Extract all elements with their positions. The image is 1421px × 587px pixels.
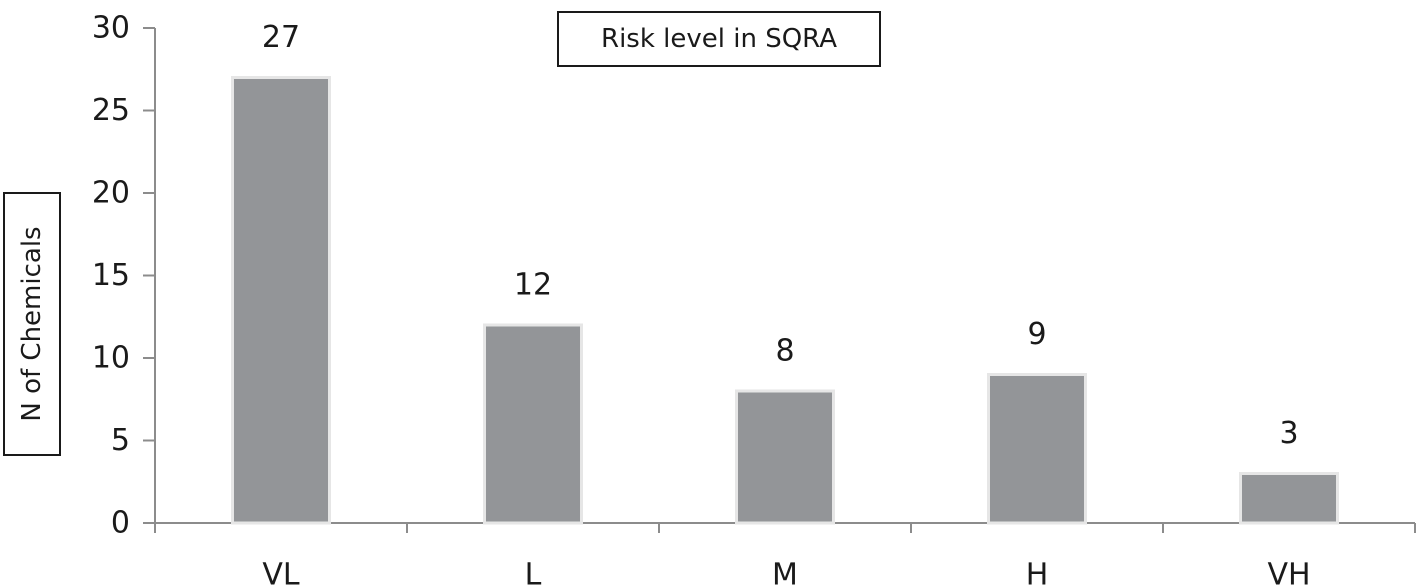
- x-tick-label: VH: [1267, 558, 1310, 587]
- value-label: 3: [1279, 416, 1298, 451]
- y-tick-label: 30: [92, 11, 130, 46]
- value-labels: 27 12 8 9 3: [262, 20, 1299, 451]
- y-tick-label: 20: [92, 176, 130, 211]
- value-label: 12: [514, 268, 552, 303]
- y-tick-label: 10: [92, 341, 130, 376]
- value-label: 9: [1027, 317, 1046, 352]
- bar-m: [735, 389, 835, 525]
- y-tick-label: 0: [111, 506, 130, 541]
- bar-h: [987, 373, 1087, 525]
- bar-l: [483, 323, 583, 525]
- bar-vh: [1239, 472, 1339, 525]
- value-label: 27: [262, 20, 300, 55]
- y-axis-label-frame: [3, 192, 61, 456]
- x-tick-label: L: [525, 558, 542, 587]
- value-label: 8: [775, 334, 794, 369]
- y-tick-label: 5: [111, 423, 130, 458]
- y-tick-label: 15: [92, 258, 130, 293]
- chart-title: Risk level in SQRA: [601, 24, 837, 54]
- y-axis: 0 5 10 15 20 25 30: [92, 11, 156, 541]
- x-tick-label: M: [772, 558, 798, 587]
- y-axis-label: N of Chemicals: [17, 226, 47, 421]
- x-tick-label: VL: [262, 558, 300, 587]
- chart-title-frame: [557, 11, 881, 67]
- chart-title-box: Risk level in SQRA: [557, 11, 881, 67]
- y-tick-label: 25: [92, 93, 130, 128]
- x-axis: VL L M H VH: [154, 522, 1416, 587]
- y-axis-label-box: N of Chemicals: [3, 192, 61, 456]
- bar-series: [231, 76, 1339, 525]
- x-tick-label: H: [1026, 558, 1049, 587]
- bar-vl: [231, 76, 331, 525]
